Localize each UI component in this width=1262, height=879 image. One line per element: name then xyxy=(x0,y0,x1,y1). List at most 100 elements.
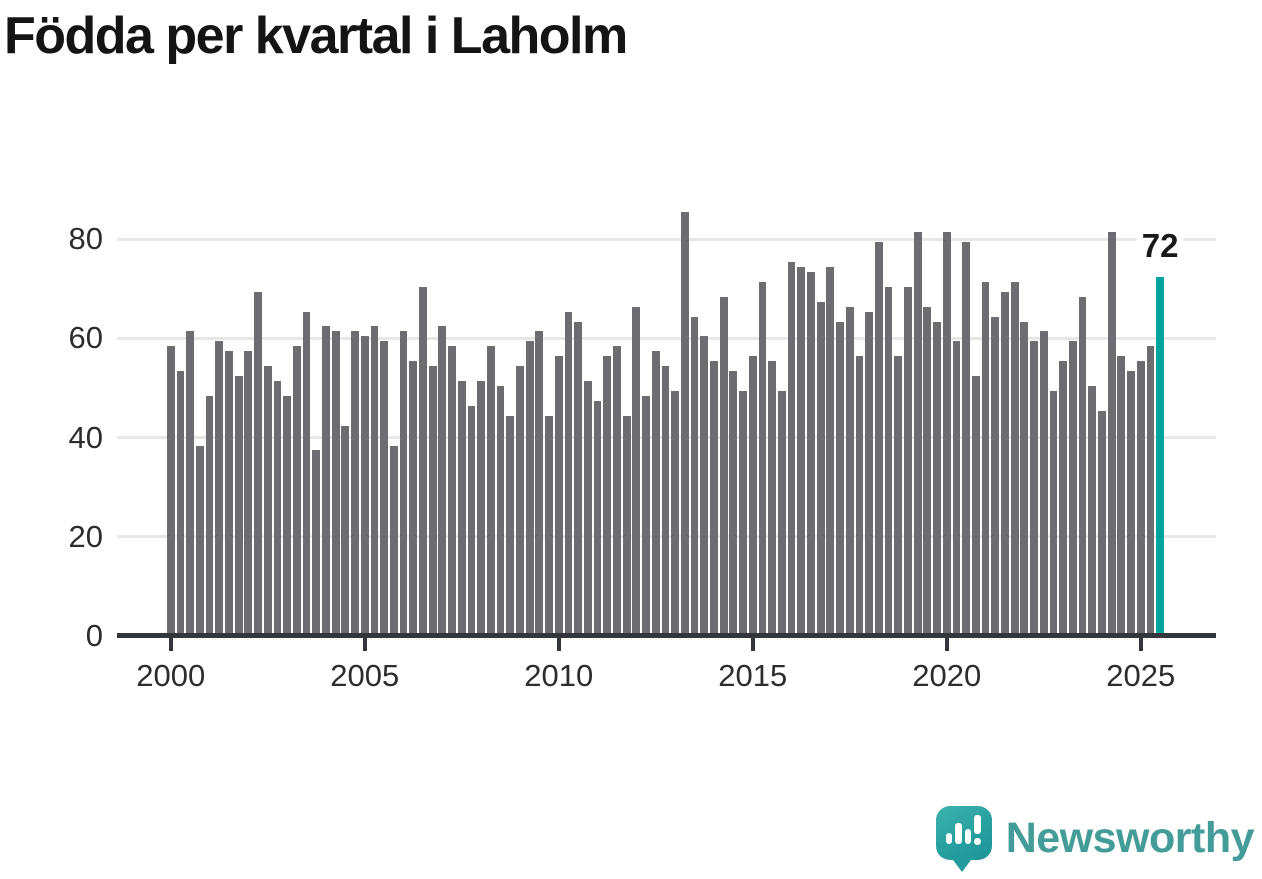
bar-2014-q1 xyxy=(710,361,718,634)
bar-2017-q3 xyxy=(845,306,854,634)
bar-2006-q3 xyxy=(419,286,427,634)
bar-2011-q3 xyxy=(613,346,621,634)
bar-2024-q3 xyxy=(1117,356,1126,634)
bar-2002-q3 xyxy=(263,366,272,634)
bar-2000-q3 xyxy=(186,331,195,634)
bar-2018-q3 xyxy=(884,286,893,634)
bar-2023-q3 xyxy=(1078,296,1087,634)
y-tick-label-40: 40 xyxy=(68,419,103,455)
logo-chart-bar-icon xyxy=(955,823,962,844)
bar-2001-q1 xyxy=(205,395,214,634)
x-tick-label-2025: 2025 xyxy=(1106,658,1176,693)
bar-2001-q2 xyxy=(215,341,224,634)
bar-2001-q4 xyxy=(234,376,243,634)
bar-2004-q2 xyxy=(331,331,340,634)
bar-2009-q2 xyxy=(525,341,534,634)
bar-2016-q2 xyxy=(797,266,806,634)
x-tick-2000 xyxy=(168,638,173,651)
bar-2021-q3 xyxy=(1001,291,1009,634)
bar-2004-q1 xyxy=(322,326,330,634)
x-tick-2020 xyxy=(944,638,949,651)
x-tick-2010 xyxy=(556,638,561,651)
bar-2020-q1 xyxy=(942,232,951,634)
bar-2015-q1 xyxy=(748,356,757,634)
bar-2011-q1 xyxy=(593,400,602,634)
bar-2018-q4 xyxy=(894,356,903,634)
bar-2017-q1 xyxy=(826,266,835,634)
bar-2006-q1 xyxy=(399,331,408,634)
bar-2023-q1 xyxy=(1059,361,1068,634)
bar-2007-q4 xyxy=(467,405,476,634)
bar-2008-q3 xyxy=(496,386,505,634)
gridline-60 xyxy=(117,336,1216,340)
bar-2005-q1 xyxy=(360,336,369,634)
x-tick-2025 xyxy=(1138,638,1143,651)
bar-2006-q2 xyxy=(409,361,418,634)
bar-2021-q1 xyxy=(981,281,990,634)
bar-2003-q2 xyxy=(292,346,301,634)
newsworthy-branding: Newsworthy xyxy=(935,803,1255,873)
bar-2008-q4 xyxy=(506,415,515,634)
bar-2016-q4 xyxy=(816,301,825,634)
bar-2021-q4 xyxy=(1010,281,1019,634)
bar-2007-q1 xyxy=(438,326,447,634)
bar-2018-q2 xyxy=(874,242,883,634)
x-tick-label-2010: 2010 xyxy=(524,658,594,693)
bar-2003-q3 xyxy=(302,311,311,634)
y-tick-label-60: 60 xyxy=(68,320,103,356)
bar-2017-q4 xyxy=(855,356,864,634)
x-tick-2005 xyxy=(362,638,367,651)
bar-2004-q4 xyxy=(351,331,359,634)
bar-2022-q1 xyxy=(1020,321,1029,634)
bar-2014-q3 xyxy=(729,371,738,634)
bar-2022-q3 xyxy=(1039,331,1048,634)
y-tick-label-20: 20 xyxy=(68,518,103,554)
bar-2018-q1 xyxy=(865,311,874,634)
bar-2001-q3 xyxy=(225,351,233,634)
bar-2000-q4 xyxy=(195,445,204,634)
bar-2009-q4 xyxy=(545,415,553,634)
bar-2008-q2 xyxy=(486,346,495,634)
logo-exclamation-icon xyxy=(974,815,981,834)
x-tick-2015 xyxy=(750,638,755,651)
bar-2010-q3 xyxy=(574,321,583,634)
bar-2014-q2 xyxy=(719,296,728,634)
x-tick-label-2000: 2000 xyxy=(136,658,206,693)
bar-2013-q3 xyxy=(690,316,699,634)
bar-2004-q3 xyxy=(341,425,350,634)
chart-title: Födda per kvartal i Laholm xyxy=(4,7,628,65)
bar-2023-q2 xyxy=(1068,341,1077,634)
bar-2011-q2 xyxy=(603,356,612,634)
newsworthy-wordmark: Newsworthy xyxy=(1005,813,1255,862)
bar-2025-q3 xyxy=(1156,276,1165,634)
bar-2015-q4 xyxy=(777,390,786,634)
bar-2024-q2 xyxy=(1107,232,1116,634)
bar-2024-q4 xyxy=(1127,371,1135,634)
bar-2025-q1 xyxy=(1136,361,1145,634)
logo-exclamation-dot-icon xyxy=(974,838,981,845)
bar-2010-q2 xyxy=(564,311,573,634)
bar-2022-q2 xyxy=(1030,341,1038,634)
bar-2017-q2 xyxy=(836,321,844,634)
bar-2009-q1 xyxy=(516,366,524,634)
newsworthy-logo-icon xyxy=(935,804,994,872)
bar-2002-q2 xyxy=(254,291,262,634)
x-tick-label-2015: 2015 xyxy=(718,658,788,693)
bar-2021-q2 xyxy=(991,316,1000,634)
bar-2000-q2 xyxy=(176,371,185,634)
bar-2020-q3 xyxy=(962,242,971,634)
bar-2016-q3 xyxy=(807,271,815,634)
bar-2012-q2 xyxy=(642,395,650,634)
logo-chart-bar-icon xyxy=(945,833,953,844)
bar-2014-q4 xyxy=(739,390,747,634)
bar-2010-q1 xyxy=(554,356,563,634)
logo-chart-bar-icon xyxy=(964,829,972,844)
bar-2008-q1 xyxy=(477,381,486,634)
bar-2007-q3 xyxy=(457,381,466,634)
bar-2013-q1 xyxy=(671,390,680,634)
bar-2019-q1 xyxy=(904,286,912,634)
bar-2023-q4 xyxy=(1088,386,1097,634)
gridline-80 xyxy=(117,237,1216,241)
bar-2022-q4 xyxy=(1049,390,1058,634)
